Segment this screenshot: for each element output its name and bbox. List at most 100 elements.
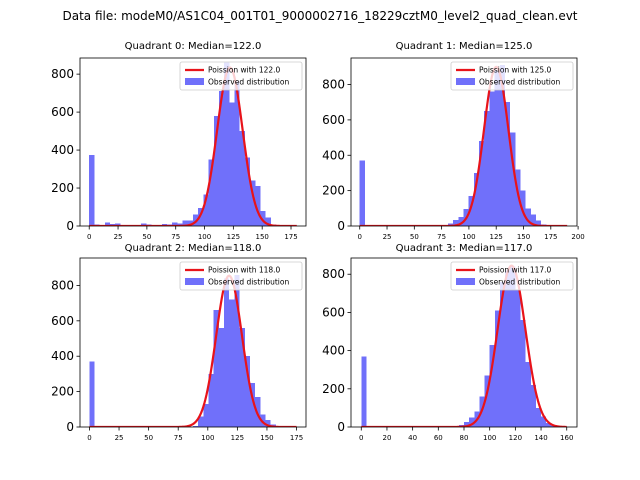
y-tick-label: 600 — [51, 105, 74, 119]
histogram-bar — [89, 361, 95, 427]
x-tick-label: 40 — [408, 434, 417, 442]
x-tick-label: 75 — [171, 233, 180, 241]
x-tick-label: 50 — [142, 233, 151, 241]
histogram-bar — [361, 356, 367, 427]
histogram-bar — [218, 91, 225, 226]
y-tick-label: 200 — [51, 385, 74, 399]
histogram-bar — [255, 186, 261, 226]
legend-hist-label: Observed distribution — [479, 78, 560, 87]
x-tick-label: 0 — [359, 434, 363, 442]
x-tick-label: 150 — [517, 233, 530, 241]
histogram-bar — [499, 281, 506, 427]
histogram-bar — [213, 115, 219, 226]
histogram-bar — [224, 62, 230, 226]
histogram-bar — [203, 194, 209, 226]
histogram-bar — [489, 344, 495, 427]
panel-quadrant-2: Quadrant 2: Median=118.0 0 200 400 600 800 0 2… — [51, 243, 307, 442]
histogram-bar — [213, 310, 219, 427]
histogram-bar — [229, 102, 235, 226]
legend-bar-swatch — [185, 78, 204, 85]
histogram-bar — [489, 91, 495, 226]
histogram-bar — [464, 422, 470, 427]
x-tick-label: 125 — [231, 434, 244, 442]
x-tick-label: 0 — [87, 233, 91, 241]
histogram-bar — [260, 210, 266, 226]
y-tick-label: 400 — [322, 148, 345, 162]
histogram-bar — [249, 382, 256, 427]
histogram-bar — [473, 172, 480, 226]
legend-hist-label: Observed distribution — [479, 278, 560, 287]
histogram-bar — [187, 220, 193, 226]
histogram-bar — [359, 160, 365, 226]
histogram-bar — [468, 195, 474, 226]
x-tick-label: 80 — [460, 434, 469, 442]
y-tick-label: 800 — [322, 267, 345, 281]
y-tick-label: 400 — [51, 349, 74, 363]
x-tick-label: 20 — [382, 434, 391, 442]
legend-box — [179, 261, 303, 291]
histogram-bar — [208, 373, 214, 427]
histogram-bar — [141, 223, 147, 226]
y-tick-label: 800 — [322, 78, 345, 92]
histogram-bar — [239, 131, 245, 226]
histogram-bar — [530, 384, 536, 427]
x-tick-label: 100 — [483, 434, 496, 442]
histogram-bar — [193, 426, 199, 427]
x-tick-label: 150 — [255, 233, 268, 241]
histogram-bar — [218, 327, 225, 427]
histogram-bar — [530, 214, 537, 226]
legend-box — [450, 61, 574, 91]
legend-bar-swatch — [185, 278, 204, 285]
y-tick-label: 200 — [51, 181, 74, 195]
histogram-bar — [239, 327, 245, 427]
legend-fit-label: Poission with 117.0 — [479, 266, 552, 275]
y-tick-label: 0 — [66, 420, 74, 434]
y-tick-label: 800 — [51, 67, 74, 81]
axes-frame — [350, 57, 578, 227]
y-tick-label: 0 — [337, 420, 345, 434]
figure-title: Data file: modeM0/AS1C04_001T01_90000027… — [62, 9, 577, 23]
histogram-bar — [198, 416, 204, 427]
panel-title: Quadrant 0: Median=122.0 — [125, 41, 262, 52]
x-tick-label: 50 — [144, 434, 153, 442]
x-tick-label: 150 — [260, 434, 273, 442]
legend-bar-swatch — [456, 78, 475, 85]
legend-fit-label: Poission with 125.0 — [479, 66, 552, 75]
panel-title: Quadrant 1: Median=125.0 — [396, 41, 533, 52]
y-tick-label: 600 — [322, 113, 345, 127]
histogram-bar — [546, 423, 552, 427]
x-tick-label: 125 — [227, 233, 240, 241]
axes-frame — [79, 57, 307, 227]
x-tick-label: 25 — [114, 233, 123, 241]
x-tick-label: 120 — [509, 434, 522, 442]
y-tick-label: 200 — [322, 184, 345, 198]
histogram-bar — [525, 208, 531, 226]
histogram-bar — [265, 217, 271, 226]
histogram-bar — [494, 70, 500, 226]
legend-box — [179, 61, 303, 91]
histogram-bar — [484, 111, 490, 226]
plot-area: 0 200 400 600 800 0 25 50 75 100 125 150 175 200 Poiss… — [322, 57, 585, 241]
histogram-bar — [520, 320, 526, 427]
panel-quadrant-0: Quadrant 0: Median=122.0 0 200 400 600 800 0 2… — [51, 41, 307, 241]
x-tick-label: 0 — [357, 233, 361, 241]
histogram-bar — [520, 190, 526, 226]
histogram-bar — [484, 375, 490, 427]
x-tick-label: 125 — [490, 233, 503, 241]
poisson-fit-line — [361, 264, 567, 427]
histogram-bar — [234, 274, 240, 427]
x-tick-label: 75 — [174, 434, 183, 442]
x-tick-label: 60 — [434, 434, 443, 442]
histogram-bar — [510, 132, 516, 226]
legend-hist-label: Observed distribution — [208, 278, 289, 287]
x-tick-label: 0 — [87, 434, 91, 442]
histogram-bar — [234, 81, 240, 226]
panel-quadrant-3: Quadrant 3: Median=117.0 0 200 400 600 800 0 2… — [322, 243, 578, 442]
plot-area: 0 200 400 600 800 0 25 50 75 100 125 150 175 Poission… — [51, 57, 307, 241]
histogram-bar — [203, 403, 209, 427]
panel-quadrant-1: Quadrant 1: Median=125.0 0 200 400 600 800 0 2… — [322, 41, 585, 241]
plot-area: 0 200 400 600 800 0 25 50 75 100 125 150 175 Poission… — [51, 257, 307, 442]
x-tick-label: 25 — [115, 434, 124, 442]
x-tick-label: 175 — [544, 233, 557, 241]
histogram-bar — [115, 223, 121, 226]
